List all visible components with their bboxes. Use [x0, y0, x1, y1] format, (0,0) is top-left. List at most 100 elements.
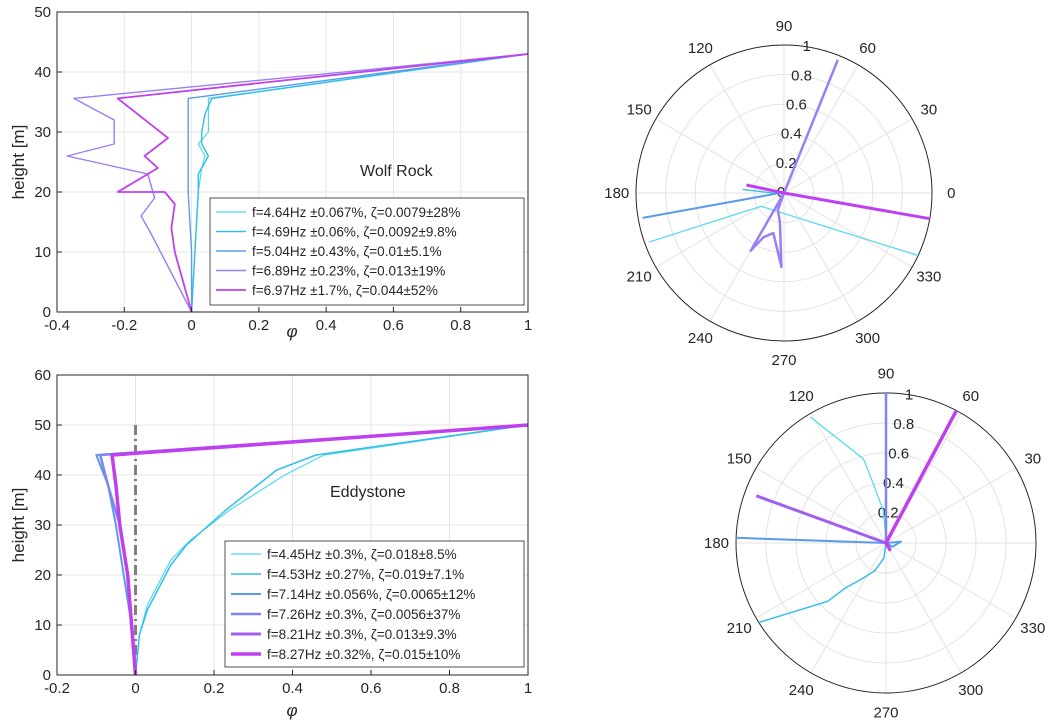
eddy-series-lines [95, 423, 529, 676]
polar-wolf-theta-label: 180 [604, 185, 629, 202]
wolf-series-line [190, 53, 529, 313]
eddy-legend-label: f=7.26Hz ±0.3%, ζ=0.0056±37% [267, 607, 460, 622]
wolf-legend: f=4.64Hz ±0.067%, ζ=0.0079±28% f=4.69Hz ±… [209, 197, 525, 306]
polar-wolf-r-label: 0.2 [776, 155, 797, 172]
polar-eddy-theta-label: 240 [789, 682, 814, 699]
eddy-legend-label: f=8.21Hz ±0.3%, ζ=0.013±9.3% [267, 627, 457, 642]
polar-eddy-spoke [810, 542, 887, 674]
eddy-xtick-label: 0.8 [439, 680, 460, 697]
wolf-ylabel: height [m] [9, 125, 28, 200]
eddy-ytick-label: 10 [34, 617, 51, 634]
wolf-ytick-label: 40 [34, 64, 51, 81]
polar-wolf-spoke [783, 192, 859, 322]
polar-eddy-series-line [755, 494, 887, 545]
wolf-xtick-label: 0.8 [450, 317, 471, 334]
polar-wolf-series-line [746, 183, 931, 221]
wolf-legend-label: f=4.64Hz ±0.067%, ζ=0.0079±28% [252, 205, 460, 220]
polar-wolf-spoke [709, 64, 785, 194]
polar-wolf-spoke [783, 118, 913, 194]
polar-wolf-spoke [655, 192, 785, 268]
polar-wolf-theta-label: 210 [627, 269, 652, 286]
eddy-xtick-label: 0.2 [204, 680, 225, 697]
polar-eddy-theta-label: 180 [704, 535, 729, 552]
wolf-annotation: Wolf Rock [360, 163, 434, 180]
polar-eddystone: 03060901201501802102402703003300.20.40.6… [704, 366, 1045, 722]
polar-eddy-series-line [758, 542, 887, 624]
eddy-xtick-label: 0.4 [282, 680, 303, 697]
eddy-series-line [134, 424, 529, 676]
polar-eddy-series-line [736, 536, 902, 548]
wolf-xtick-label: 0 [187, 317, 195, 334]
polar-eddy-r-label: 0.6 [888, 445, 909, 462]
eddy-xtick-label: 0 [131, 680, 139, 697]
polar-wolf-spoke [783, 64, 859, 194]
polar-eddy-series-line [884, 409, 958, 552]
eddy-legend-items: f=4.45Hz ±0.3%, ζ=0.018±8.5% f=4.53Hz ±0.… [231, 547, 475, 662]
polar-wolf-theta-label: 0 [947, 185, 955, 202]
polar-eddy-spoke [885, 542, 962, 674]
polar-eddy-spoke [755, 467, 887, 544]
polar-eddy-theta-label: 210 [727, 620, 752, 637]
polar-wolf-theta-label: 90 [776, 18, 793, 35]
wolf-xtick-label: 0.4 [316, 317, 337, 334]
polar-wolf-series-line [648, 205, 919, 257]
eddy-xtick-label: -0.2 [44, 680, 70, 697]
polar-wolf-spoke [783, 192, 913, 268]
eddy-series-line [110, 423, 529, 676]
polar-wolf-theta-label: 30 [920, 101, 937, 118]
polar-eddy-theta-label: 270 [873, 705, 898, 722]
wolf-series-lines [66, 53, 529, 313]
wolf-series-line [116, 53, 529, 313]
wolf-ytick-label: 10 [34, 244, 51, 261]
eddy-legend-label: f=7.14Hz ±0.056%, ζ=0.0065±12% [267, 587, 475, 602]
polar-wolf-series-line [749, 59, 839, 269]
polar-wolf-r-label: 0.6 [786, 97, 807, 114]
wolf-series-line [66, 53, 529, 313]
polar-eddy-theta-label: 30 [1024, 450, 1041, 467]
wolf-legend-items: f=4.64Hz ±0.067%, ζ=0.0079±28% f=4.69Hz ±… [216, 205, 460, 298]
polar-wolf-theta-label: 60 [859, 40, 876, 57]
wolf-xlabel: φ [286, 322, 297, 341]
polar-eddy-theta-label: 150 [727, 450, 752, 467]
polar-eddy-spoke [885, 542, 1017, 619]
polar-eddy-r-label: 0.2 [878, 504, 899, 521]
polar-eddy-r-label: 0.4 [883, 475, 904, 492]
wolf-ytick-label: 30 [34, 124, 51, 141]
eddy-ytick-label: 20 [34, 567, 51, 584]
wolf-series-line [187, 53, 529, 312]
wolf-ytick-label: 50 [34, 4, 51, 21]
wolf-xtick-label: 0.6 [383, 317, 404, 334]
polar-wolf-r-label: 1 [803, 38, 811, 55]
wolf-xtick-label: -0.2 [111, 317, 137, 334]
polar-eddy-r-label: 1 [905, 386, 913, 403]
polar-eddy-spoke [885, 467, 1017, 544]
eddy-ytick-label: 0 [43, 667, 51, 684]
eddy-annotation: Eddystone [330, 484, 406, 501]
eddy-ytick-label: 60 [34, 367, 51, 384]
eddy-legend-label: f=8.27Hz ±0.32%, ζ=0.015±10% [267, 647, 460, 662]
wolf-xtick-label: 1 [524, 317, 532, 334]
polar-wolf-r-label: 0.4 [781, 126, 802, 143]
wolf-legend-label: f=6.89Hz ±0.23%, ζ=0.013±19% [252, 264, 445, 279]
polar-wolf-r-label: 0.8 [791, 67, 812, 84]
polar-wolf-theta-label: 300 [855, 330, 880, 347]
eddy-legend-label: f=4.45Hz ±0.3%, ζ=0.018±8.5% [267, 547, 457, 562]
polar-eddy-r-label: 0.8 [893, 416, 914, 433]
wolf-legend-label: f=5.04Hz ±0.43%, ζ=0.01±5.1% [252, 244, 442, 259]
polar-eddy-theta-label: 300 [958, 682, 983, 699]
eddy-ytick-label: 40 [34, 467, 51, 484]
polar-eddy-spoke [810, 412, 887, 544]
polar-wolf-theta-label: 240 [688, 330, 713, 347]
eddy-ylabel: height [m] [9, 488, 28, 563]
wolf-ytick-label: 20 [34, 184, 51, 201]
wolf-legend-label: f=4.69Hz ±0.06%, ζ=0.0092±9.8% [252, 225, 457, 240]
polar-wolf-theta-label: 270 [771, 352, 796, 369]
polar-wolf-theta-label: 120 [688, 40, 713, 57]
eddy-ytick-label: 30 [34, 517, 51, 534]
eddy-xtick-label: 0.6 [361, 680, 382, 697]
